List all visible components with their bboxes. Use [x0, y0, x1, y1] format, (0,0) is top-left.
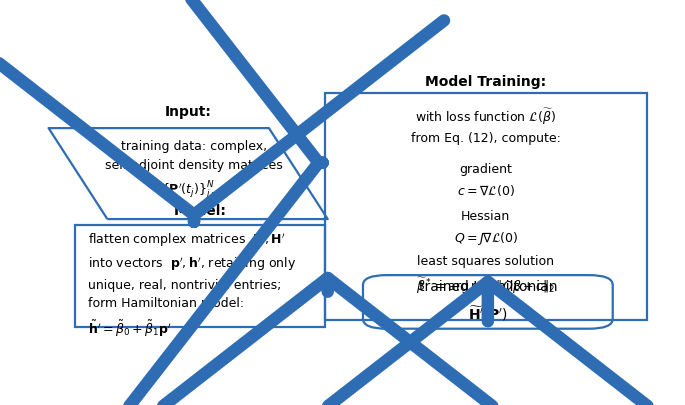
Text: gradient
$c = \nabla\mathcal{L}(0)$: gradient $c = \nabla\mathcal{L}(0)$	[457, 163, 514, 198]
Text: Hessian
$Q = J\nabla\mathcal{L}(0)$: Hessian $Q = J\nabla\mathcal{L}(0)$	[453, 210, 518, 247]
Bar	[75, 225, 325, 328]
Text: Input:: Input:	[164, 105, 212, 119]
Text: trained Hamiltonian
$\widetilde{\mathbf{H}}'(\mathbf{P}')$: trained Hamiltonian $\widetilde{\mathbf{…	[419, 281, 557, 323]
Text: with loss function $\mathcal{L}(\widetilde{\beta})$
from Eq. (12), compute:: with loss function $\mathcal{L}(\widetil…	[411, 107, 561, 145]
Bar	[325, 93, 647, 320]
Text: flatten complex matrices  $\mathbf{P}', \mathbf{H}'$
into vectors  $\mathbf{p}',: flatten complex matrices $\mathbf{P}', \…	[88, 232, 296, 339]
Text: $\beta$: $\beta$	[467, 291, 475, 305]
Text: least squares solution
$\widetilde{\beta}^* = \mathrm{arg\,min}\, \|Q\beta + c\|: least squares solution $\widetilde{\beta…	[416, 255, 556, 296]
Text: Model Training:: Model Training:	[425, 75, 547, 90]
Text: Model:: Model:	[173, 204, 226, 218]
Text: training data: complex,
self-adjoint density matrices
$\{\mathbf{P}'(t_j)\}_{j=0: training data: complex, self-adjoint den…	[105, 141, 283, 202]
